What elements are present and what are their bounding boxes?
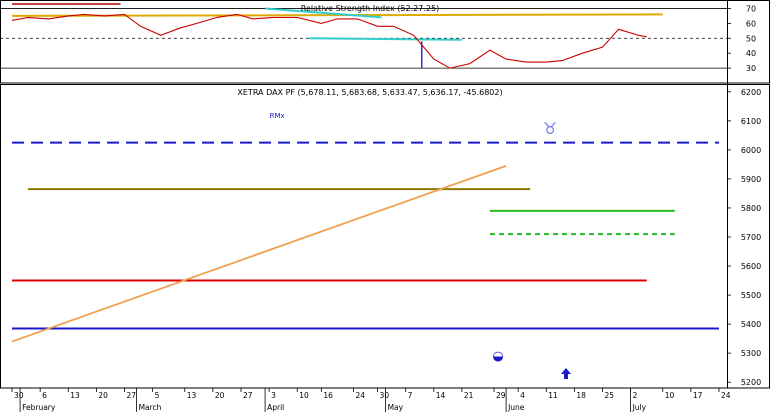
month-label: June	[507, 403, 525, 412]
rsi-trendline	[12, 13, 663, 17]
rsi-line	[11, 13, 647, 69]
x-tick-label: 2	[633, 391, 638, 400]
rsi-trendline	[309, 37, 462, 41]
rsi-tick-label: 40	[746, 49, 756, 58]
x-tick-label: 25	[604, 391, 614, 400]
chart-annotation: RMx	[270, 112, 285, 120]
price-tick-label: 6000	[741, 146, 761, 155]
price-pane	[0, 84, 770, 389]
price-tick-label: 5400	[741, 320, 761, 329]
up-arrow-icon	[561, 368, 571, 379]
month-label: February	[22, 403, 56, 412]
x-tick-label: 13	[70, 391, 80, 400]
price-title: XETRA DAX PF (5,678.11, 5,683.68, 5,633.…	[237, 88, 502, 97]
rsi-tick-label: 30	[746, 64, 756, 73]
price-tick-label: 5700	[741, 233, 761, 242]
x-tick-label: 16	[323, 391, 333, 400]
bear-icon: ◒	[492, 349, 503, 364]
x-tick-label: 7	[408, 391, 413, 400]
month-label: May	[388, 403, 404, 412]
rsi-trendline	[265, 7, 382, 19]
x-tick-label: 29	[496, 391, 506, 400]
x-tick-label: 6	[42, 391, 47, 400]
x-tick-label: 11	[548, 391, 558, 400]
month-label: July	[632, 403, 647, 412]
rsi-tick-label: 60	[746, 19, 756, 28]
x-tick-label: 18	[576, 391, 586, 400]
price-tick-label: 5500	[741, 291, 761, 300]
trendline	[11, 165, 507, 343]
x-tick-label: 20	[215, 391, 225, 400]
month-label: March	[139, 403, 162, 412]
rsi-title: Relative Strength Index (52.27.25)	[301, 4, 439, 13]
x-tick-label: 20	[98, 391, 108, 400]
price-tick-label: 5200	[741, 378, 761, 387]
x-tick-label: 4	[520, 391, 525, 400]
x-tick-label: 27	[243, 391, 253, 400]
bull-icon: ♉	[543, 119, 557, 138]
price-tick-label: 5300	[741, 349, 761, 358]
x-tick-label: 30	[380, 391, 390, 400]
x-tick-label: 3	[271, 391, 276, 400]
rsi-tick-label: 50	[746, 34, 756, 43]
price-tick-label: 5800	[741, 204, 761, 213]
price-tick-label: 6100	[741, 117, 761, 126]
x-tick-label: 21	[464, 391, 474, 400]
month-label: April	[267, 403, 284, 412]
x-tick-label: 24	[355, 391, 365, 400]
x-tick-label: 14	[436, 391, 446, 400]
rsi-tick-label: 70	[746, 4, 756, 13]
x-tick-label: 27	[127, 391, 137, 400]
x-tick-label: 13	[187, 391, 197, 400]
x-tick-label: 10	[665, 391, 675, 400]
price-tick-label: 5900	[741, 175, 761, 184]
x-tick-label: 30	[14, 391, 24, 400]
x-tick-label: 17	[693, 391, 703, 400]
x-tick-label: 5	[155, 391, 160, 400]
price-tick-label: 5600	[741, 262, 761, 271]
x-tick-label: 24	[721, 391, 731, 400]
price-tick-label: 6200	[741, 88, 761, 97]
x-tick-label: 10	[299, 391, 309, 400]
